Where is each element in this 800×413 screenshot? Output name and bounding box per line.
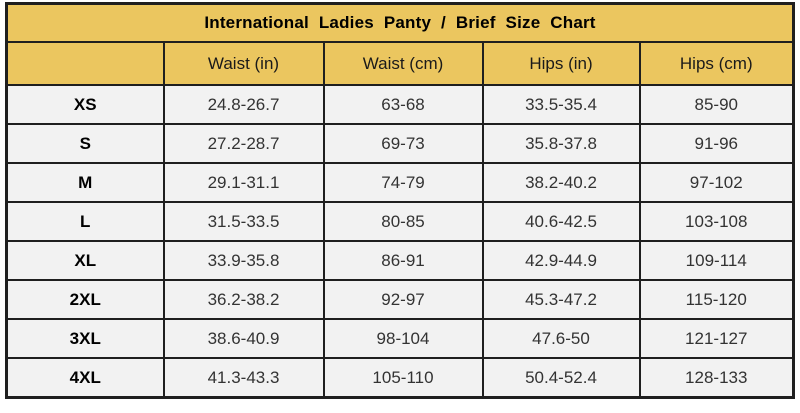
table-row-3xl: 3XL 38.6-40.9 98-104 47.6-50 121-127: [5, 318, 795, 359]
size-label: 2XL: [5, 279, 165, 320]
table-row-xl: XL 33.9-35.8 86-91 42.9-44.9 109-114: [5, 240, 795, 281]
size-label: 4XL: [5, 357, 165, 399]
size-label: 3XL: [5, 318, 165, 359]
column-header-hips-cm: Hips (cm): [638, 41, 795, 86]
hips-in-value: 42.9-44.9: [481, 240, 641, 281]
column-header-waist-cm: Waist (cm): [322, 41, 484, 86]
waist-cm-value: 80-85: [322, 201, 484, 242]
hips-in-value: 50.4-52.4: [481, 357, 641, 399]
waist-cm-value: 98-104: [322, 318, 484, 359]
hips-in-value: 47.6-50: [481, 318, 641, 359]
hips-cm-value: 97-102: [638, 162, 795, 203]
size-label: XS: [5, 84, 165, 125]
chart-title-row: International Ladies Panty / Brief Size …: [5, 2, 795, 43]
hips-cm-value: 128-133: [638, 357, 795, 399]
column-header-hips-in: Hips (in): [481, 41, 641, 86]
hips-cm-value: 103-108: [638, 201, 795, 242]
hips-in-value: 33.5-35.4: [481, 84, 641, 125]
hips-cm-value: 115-120: [638, 279, 795, 320]
size-label: XL: [5, 240, 165, 281]
size-label: L: [5, 201, 165, 242]
table-row-m: M 29.1-31.1 74-79 38.2-40.2 97-102: [5, 162, 795, 203]
waist-in-value: 36.2-38.2: [162, 279, 325, 320]
size-label: M: [5, 162, 165, 203]
waist-in-value: 38.6-40.9: [162, 318, 325, 359]
hips-in-value: 38.2-40.2: [481, 162, 641, 203]
waist-cm-value: 86-91: [322, 240, 484, 281]
waist-in-value: 27.2-28.7: [162, 123, 325, 164]
waist-cm-value: 74-79: [322, 162, 484, 203]
waist-in-value: 41.3-43.3: [162, 357, 325, 399]
table-row-xs: XS 24.8-26.7 63-68 33.5-35.4 85-90: [5, 84, 795, 125]
waist-in-value: 31.5-33.5: [162, 201, 325, 242]
table-row-4xl: 4XL 41.3-43.3 105-110 50.4-52.4 128-133: [5, 357, 795, 399]
waist-cm-value: 69-73: [322, 123, 484, 164]
hips-cm-value: 85-90: [638, 84, 795, 125]
hips-in-value: 40.6-42.5: [481, 201, 641, 242]
table-row-s: S 27.2-28.7 69-73 35.8-37.8 91-96: [5, 123, 795, 164]
column-header-size: [5, 41, 165, 86]
hips-in-value: 35.8-37.8: [481, 123, 641, 164]
table-row-l: L 31.5-33.5 80-85 40.6-42.5 103-108: [5, 201, 795, 242]
hips-cm-value: 121-127: [638, 318, 795, 359]
hips-cm-value: 91-96: [638, 123, 795, 164]
hips-cm-value: 109-114: [638, 240, 795, 281]
waist-cm-value: 105-110: [322, 357, 484, 399]
waist-in-value: 29.1-31.1: [162, 162, 325, 203]
waist-in-value: 24.8-26.7: [162, 84, 325, 125]
waist-cm-value: 92-97: [322, 279, 484, 320]
size-chart-table: International Ladies Panty / Brief Size …: [5, 2, 795, 399]
column-header-waist-in: Waist (in): [162, 41, 325, 86]
hips-in-value: 45.3-47.2: [481, 279, 641, 320]
waist-in-value: 33.9-35.8: [162, 240, 325, 281]
chart-title: International Ladies Panty / Brief Size …: [5, 2, 795, 43]
size-label: S: [5, 123, 165, 164]
column-header-row: Waist (in) Waist (cm) Hips (in) Hips (cm…: [5, 41, 795, 86]
table-row-2xl: 2XL 36.2-38.2 92-97 45.3-47.2 115-120: [5, 279, 795, 320]
waist-cm-value: 63-68: [322, 84, 484, 125]
